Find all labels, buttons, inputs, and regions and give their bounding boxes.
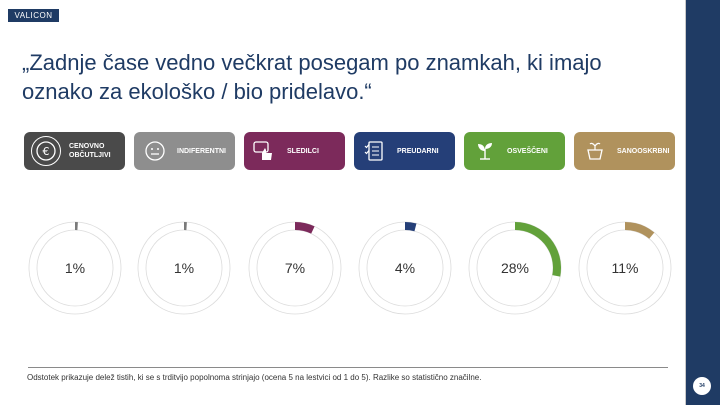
euro-icon: €	[31, 136, 61, 166]
donut-track	[578, 221, 672, 315]
donut-value-segment	[75, 222, 78, 231]
donut-svg	[137, 221, 231, 315]
segment-label: INDIFERENTNI	[177, 147, 226, 155]
donut-track	[28, 221, 122, 315]
donut-chart-indiferentni: 1%	[136, 220, 232, 316]
segment-banner-preudarni: PREUDARNI	[354, 132, 455, 170]
donut-svg	[28, 221, 122, 315]
svg-text:€: €	[43, 145, 50, 158]
donut-value-segment	[515, 222, 561, 277]
slide-title: „Zadnje čase vedno večkrat posegam po zn…	[22, 50, 602, 104]
pot-icon	[581, 137, 609, 165]
donut-chart-osvesceni: 28%	[467, 220, 563, 316]
data-label: 1%	[64, 260, 86, 276]
donut-chart-sanooskrbni: 11%	[577, 220, 673, 316]
segment-label: PREUDARNI	[397, 147, 439, 155]
brand-logo: VALICON	[8, 9, 59, 22]
donut-svg	[578, 221, 672, 315]
segment-banner-sanooskrbni: SANOOSKRBNI	[574, 132, 675, 170]
donut-track	[248, 221, 342, 315]
donut-track	[358, 221, 452, 315]
segment-banner-sledilci: SLEDILCI	[244, 132, 345, 170]
data-label: 7%	[284, 260, 306, 276]
donut-value-segment	[184, 222, 187, 231]
neutral-face-icon	[141, 137, 169, 165]
data-label: 11%	[611, 260, 639, 276]
segment-label: CENOVNO OBČUTLJIVI	[69, 143, 111, 159]
segment-banner-indiferentni: INDIFERENTNI	[134, 132, 235, 170]
data-label: 28%	[500, 260, 530, 276]
donut-value-segment	[625, 222, 655, 239]
segment-banner-osvesceni: OSVEŠČENI	[464, 132, 565, 170]
footnote: Odstotek prikazuje delež tistih, ki se s…	[27, 373, 482, 382]
donut-value-segment	[405, 222, 417, 232]
segment-banner-cenovno: € CENOVNO OBČUTLJIVI	[24, 132, 125, 170]
donut-value-segment	[295, 222, 315, 234]
segment-label: OSVEŠČENI	[507, 147, 548, 155]
segment-label: SANOOSKRBNI	[617, 147, 670, 155]
donut-svg	[358, 221, 452, 315]
plant-icon	[471, 137, 499, 165]
segment-label: SLEDILCI	[287, 147, 319, 155]
donut-track	[137, 221, 231, 315]
donut-chart-cenovno: 1%	[27, 220, 123, 316]
footer-divider	[28, 367, 668, 368]
data-label: 1%	[173, 260, 195, 276]
donut-svg	[468, 221, 562, 315]
checklist-icon	[361, 137, 389, 165]
sidebar-divider	[685, 0, 686, 405]
thumbs-up-icon	[251, 137, 279, 165]
donut-chart-preudarni: 4%	[357, 220, 453, 316]
donut-chart-sledilci: 7%	[247, 220, 343, 316]
page-number: 34	[693, 377, 711, 395]
donut-svg	[248, 221, 342, 315]
data-label: 4%	[394, 260, 416, 276]
brand-sidebar	[686, 0, 720, 405]
